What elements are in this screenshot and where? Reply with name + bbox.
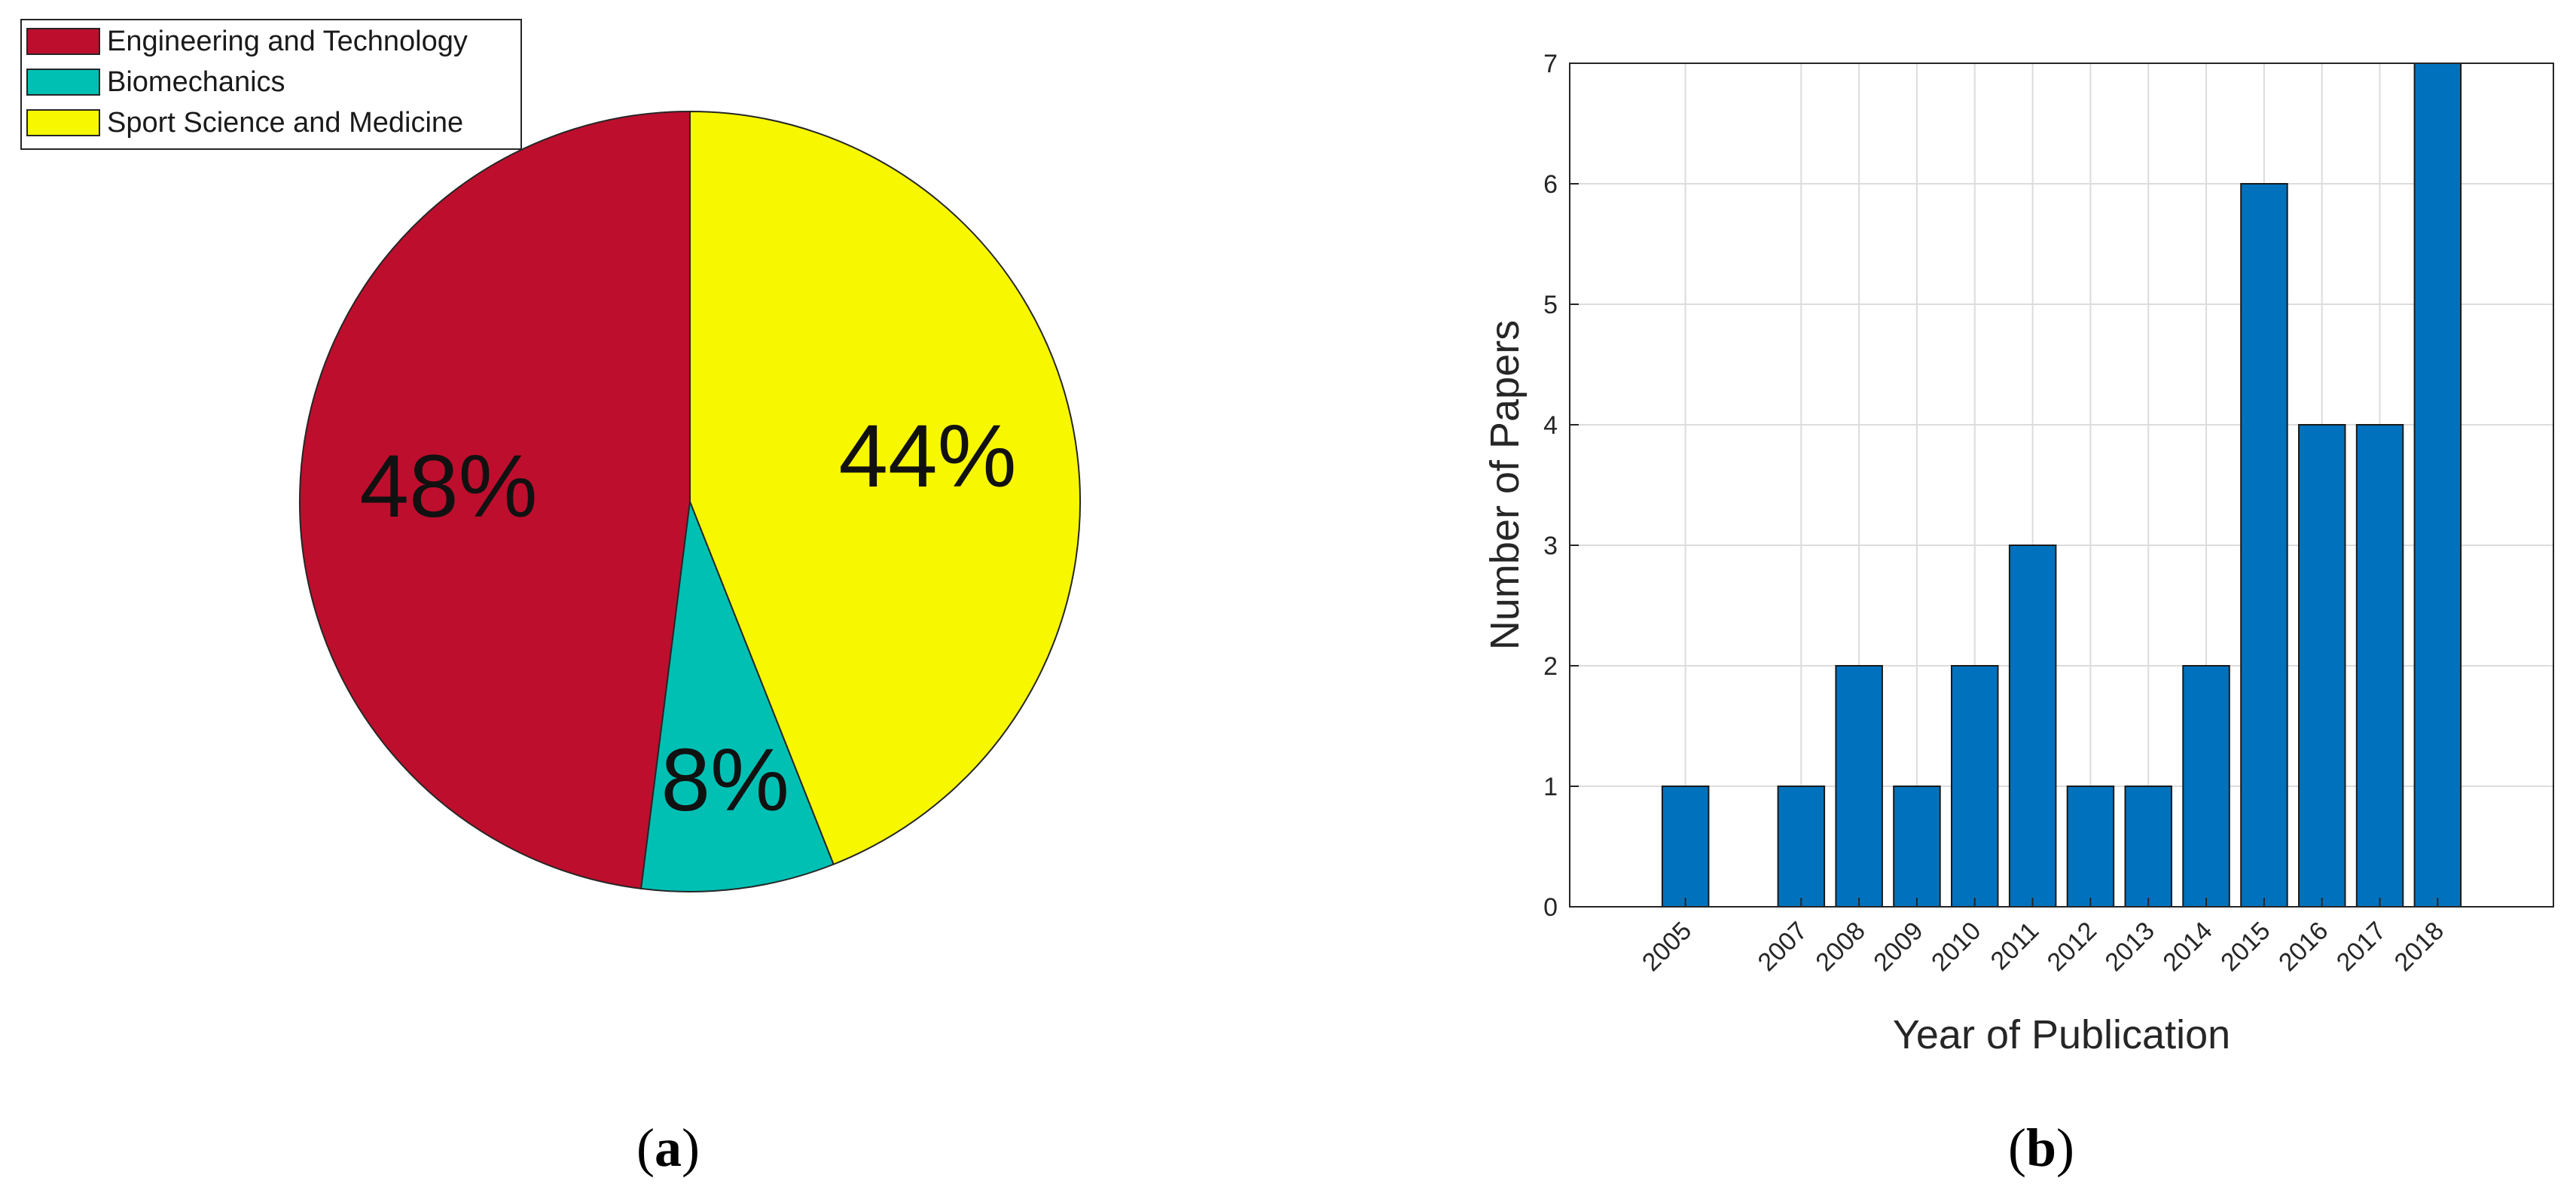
bar-2011 [2008,545,2057,908]
x-tick-label: 2018 [2389,917,2449,977]
pie-legend: Engineering and Technology Biomechanics Sp… [20,19,522,150]
y-tick-labels: 0 1 2 3 4 5 6 7 [1543,50,1579,922]
bar-2010 [1951,665,1999,908]
legend-swatch-engineering-and-technology [26,28,100,55]
panel-label-b: (b) [2008,1118,2074,1178]
plot-frame [1569,63,2554,908]
bar-2008 [1835,665,1883,908]
legend-label-engineering-and-technology: Engineering and Technology [107,26,468,57]
bar-2015 [2240,183,2288,908]
pie-labels: 48% 8% 44% [359,407,1016,830]
pie-label-engineering-and-technology: 48% [359,437,537,536]
y-tick-label: 4 [1543,411,1558,440]
x-tick-label: 2009 [1868,917,1928,977]
bar-2005 [1661,786,1710,908]
bar-2014 [2182,665,2230,908]
legend-swatch-biomechanics [26,69,100,96]
x-tick-label: 2017 [2331,917,2391,977]
pie-label-biomechanics: 8% [661,731,789,830]
pie-chart: 48% 8% 44% Engineering and Technology Biome… [20,19,1081,892]
bar-2017 [2355,424,2404,908]
legend-swatch-sport-science-and-medicine [26,109,100,136]
bar-2009 [1893,786,1941,908]
x-tick-label: 2015 [2215,917,2275,977]
y-tick-label: 0 [1543,893,1558,922]
panel-label-a: (a) [636,1118,700,1178]
bar-2013 [2124,786,2172,908]
y-tick-label: 1 [1543,773,1558,801]
x-tick-label: 2007 [1753,917,1813,977]
bar-2018 [2413,63,2462,908]
pie-slice-engineering-and-technology [298,110,691,890]
y-axis-title: Number of Papers [1482,320,1528,650]
x-tick-label: 2013 [2100,917,2160,977]
x-tick-label: 2014 [2157,917,2217,977]
x-tick-label: 2005 [1637,917,1697,977]
pie-slice-sport-science-and-medicine [689,110,1081,865]
bar-2016 [2298,424,2346,908]
y-tick-label: 3 [1543,532,1558,560]
x-tick-label: 2016 [2273,917,2333,977]
pie-slice-biomechanics [639,501,835,892]
legend-label-biomechanics: Biomechanics [107,66,285,98]
x-tick-label: 2010 [1926,917,1986,977]
pie-slices [298,110,1081,892]
pie-label-sport-science-and-medicine: 44% [838,407,1016,506]
plot-area [1570,63,2553,907]
x-tick-label: 2011 [1985,917,2045,976]
x-tick-label: 2008 [1810,917,1870,977]
x-tick-labels: 2005 200720082009201020112012201320142015… [1637,898,2449,977]
bar-2007 [1777,786,1826,908]
legend-box [20,19,522,150]
bar-2012 [2066,786,2115,908]
bars [1661,63,2462,908]
x-axis-title: Year of Publication [1893,1012,2230,1057]
y-tick-label: 5 [1543,291,1558,319]
legend-label-sport-science-and-medicine: Sport Science and Medicine [107,107,463,139]
x-tick-label: 2012 [2042,917,2102,977]
y-tick-label: 7 [1543,50,1558,78]
y-tick-label: 2 [1543,652,1558,681]
y-tick-label: 6 [1543,170,1558,199]
